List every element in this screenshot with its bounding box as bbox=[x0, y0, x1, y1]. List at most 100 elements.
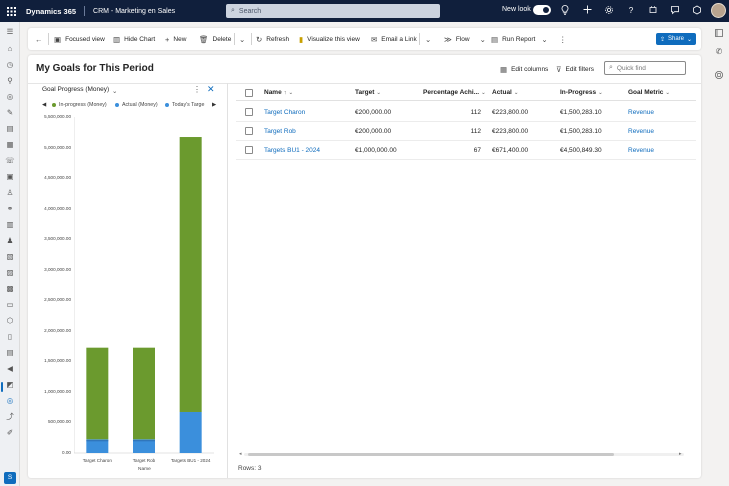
column-header-actual[interactable]: Actual ⌄ bbox=[492, 89, 518, 96]
view-selector-chevron-icon[interactable]: ⌄ bbox=[140, 66, 146, 73]
notes-icon[interactable]: ▯ bbox=[7, 332, 13, 341]
hide-chart-button[interactable]: ▥ Hide Chart bbox=[113, 28, 155, 50]
opportunities-icon[interactable]: ▣ bbox=[6, 172, 14, 181]
view-title[interactable]: My Goals for This Period bbox=[36, 63, 154, 74]
run-report-button[interactable]: ▤ Run Report ⌄ bbox=[491, 28, 552, 50]
recent-icon[interactable]: ◷ bbox=[6, 60, 14, 69]
orders-icon[interactable]: ▩ bbox=[6, 284, 14, 293]
edit-filters-button[interactable]: ⊽ Edit filters bbox=[556, 65, 594, 74]
record-name-link[interactable]: Targets BU1 - 2024 bbox=[264, 147, 321, 154]
home-icon[interactable]: ⌂ bbox=[7, 44, 13, 53]
share-button[interactable]: ⇪ Share ⌄ bbox=[656, 33, 696, 45]
global-search-input[interactable]: ⌕ Search bbox=[226, 4, 440, 18]
area-switcher[interactable]: S bbox=[4, 472, 16, 484]
flow-button[interactable]: ≫ Flow ⌄ bbox=[444, 28, 490, 50]
close-icon[interactable]: ✕ bbox=[207, 84, 215, 94]
user-avatar[interactable] bbox=[711, 3, 726, 18]
tools-icon[interactable]: ✐ bbox=[6, 428, 14, 437]
scroll-right-icon[interactable]: ▸ bbox=[679, 451, 682, 457]
column-header-in-progress[interactable]: In-Progress ⌄ bbox=[560, 89, 603, 96]
phone-icon[interactable]: ✆ bbox=[715, 47, 723, 56]
more-commands-button[interactable]: ⋮ bbox=[559, 28, 571, 50]
products-icon[interactable]: ▧ bbox=[6, 252, 14, 261]
campaigns-icon[interactable]: ◀ bbox=[7, 364, 13, 373]
back-button[interactable]: ← bbox=[35, 28, 47, 50]
activities-icon[interactable]: ✎ bbox=[6, 108, 14, 117]
bar-actual-money[interactable] bbox=[179, 411, 202, 453]
mail-icon: ✉ bbox=[371, 34, 378, 44]
goal-metrics-icon[interactable]: ⤴ bbox=[6, 412, 14, 421]
app-area-name[interactable]: CRM - Marketing en Sales bbox=[93, 7, 176, 15]
bar-actual-money[interactable] bbox=[133, 439, 155, 453]
pinned-icon[interactable]: ⚲ bbox=[7, 76, 13, 85]
row-checkbox[interactable] bbox=[245, 146, 253, 154]
app-name[interactable]: Dynamics 365 bbox=[26, 6, 77, 16]
dashboard-icon[interactable]: ◎ bbox=[6, 92, 14, 101]
horizontal-scrollbar-thumb[interactable] bbox=[248, 453, 614, 456]
record-name-link[interactable]: Target Charon bbox=[264, 109, 306, 116]
competitors-icon[interactable]: ⚭ bbox=[6, 204, 14, 213]
email-more-button[interactable]: ⌄ bbox=[425, 28, 435, 50]
new-look-toggle[interactable] bbox=[533, 5, 551, 15]
app-separator bbox=[84, 6, 86, 16]
column-header-goal-metric[interactable]: Goal Metric ⌄ bbox=[628, 89, 670, 96]
column-header-label: In-Progress bbox=[560, 89, 597, 96]
visualize-button[interactable]: ▮ Visualize this view bbox=[299, 28, 360, 50]
chart-selector-chevron-icon[interactable]: ⌄ bbox=[112, 88, 118, 95]
email-link-button[interactable]: ✉ Email a Link bbox=[371, 28, 417, 50]
chart-more-icon[interactable]: ⋮ bbox=[193, 85, 201, 94]
cube-icon[interactable]: ⬡ bbox=[6, 316, 14, 325]
column-header-name[interactable]: Name ↑ ⌄ bbox=[264, 89, 293, 96]
chart-title[interactable]: Goal Progress (Money) bbox=[42, 86, 110, 93]
bar-in-progress-money[interactable] bbox=[133, 347, 155, 440]
chart-icon: ▥ bbox=[113, 34, 121, 44]
quick-find-input[interactable]: ⌕ Quick find bbox=[604, 61, 686, 75]
goals-icon[interactable]: ◎ bbox=[6, 396, 14, 405]
refresh-button[interactable]: ↻ Refresh bbox=[256, 28, 289, 50]
leads-icon[interactable]: ☏ bbox=[5, 156, 15, 165]
copilot-pane-icon[interactable] bbox=[713, 28, 725, 40]
row-checkbox[interactable] bbox=[245, 127, 253, 135]
scroll-left-icon[interactable]: ◂ bbox=[239, 451, 242, 457]
reports-icon[interactable]: ▤ bbox=[6, 348, 14, 357]
hamburger-menu-icon[interactable]: ☰ bbox=[6, 27, 14, 36]
y-tick-label: 4,500,000.00 bbox=[44, 175, 71, 181]
quotes-icon[interactable]: ▥ bbox=[6, 220, 14, 229]
goal-metric-link[interactable]: Revenue bbox=[628, 128, 655, 135]
goal-metric-link[interactable]: Revenue bbox=[628, 147, 655, 154]
column-header-label: Name bbox=[264, 89, 282, 96]
teams-icon[interactable] bbox=[713, 70, 725, 82]
plus-icon[interactable] bbox=[581, 5, 593, 17]
goal-metric-link[interactable]: Revenue bbox=[628, 109, 655, 116]
copilot-icon[interactable] bbox=[647, 5, 659, 17]
accounts-icon[interactable]: ▤ bbox=[6, 124, 14, 133]
edit-columns-button[interactable]: ▦ Edit columns bbox=[500, 65, 548, 74]
column-header-percentage[interactable]: Percentage Achi... ⌄ bbox=[423, 89, 486, 96]
new-button[interactable]: + New bbox=[165, 28, 186, 50]
assist-icon[interactable] bbox=[691, 5, 703, 17]
contacts-icon[interactable]: ▦ bbox=[6, 140, 14, 149]
users-icon[interactable]: ♟ bbox=[6, 236, 14, 245]
settings-gear-icon[interactable] bbox=[603, 5, 615, 17]
bar-in-progress-money[interactable] bbox=[86, 347, 109, 440]
help-icon[interactable]: ? bbox=[628, 6, 634, 15]
lightbulb-icon[interactable] bbox=[559, 5, 571, 17]
marketing-list-icon[interactable]: ◩ bbox=[6, 380, 14, 389]
bar-in-progress-money[interactable] bbox=[179, 137, 202, 412]
invoices-icon[interactable]: ▨ bbox=[6, 268, 14, 277]
column-header-target[interactable]: Target ⌄ bbox=[355, 89, 381, 96]
feedback-icon[interactable] bbox=[669, 5, 681, 17]
focused-view-button[interactable]: ▣ Focused view bbox=[54, 28, 105, 50]
row-checkbox[interactable] bbox=[245, 108, 253, 116]
separator bbox=[251, 33, 252, 45]
more-delete-options-button[interactable]: ⌄ bbox=[239, 28, 249, 50]
bar-actual-money[interactable] bbox=[86, 439, 109, 453]
people-icon[interactable]: ♙ bbox=[6, 188, 14, 197]
legend-next-icon[interactable]: ▶ bbox=[212, 102, 217, 108]
documents-icon[interactable]: ▭ bbox=[6, 300, 14, 309]
legend-prev-icon[interactable]: ◀ bbox=[42, 102, 47, 108]
record-name-link[interactable]: Target Rob bbox=[264, 128, 296, 135]
delete-button[interactable]: 🗑 Delete bbox=[199, 28, 231, 50]
app-launcher-icon[interactable] bbox=[0, 0, 22, 22]
select-all-checkbox[interactable] bbox=[245, 89, 253, 97]
